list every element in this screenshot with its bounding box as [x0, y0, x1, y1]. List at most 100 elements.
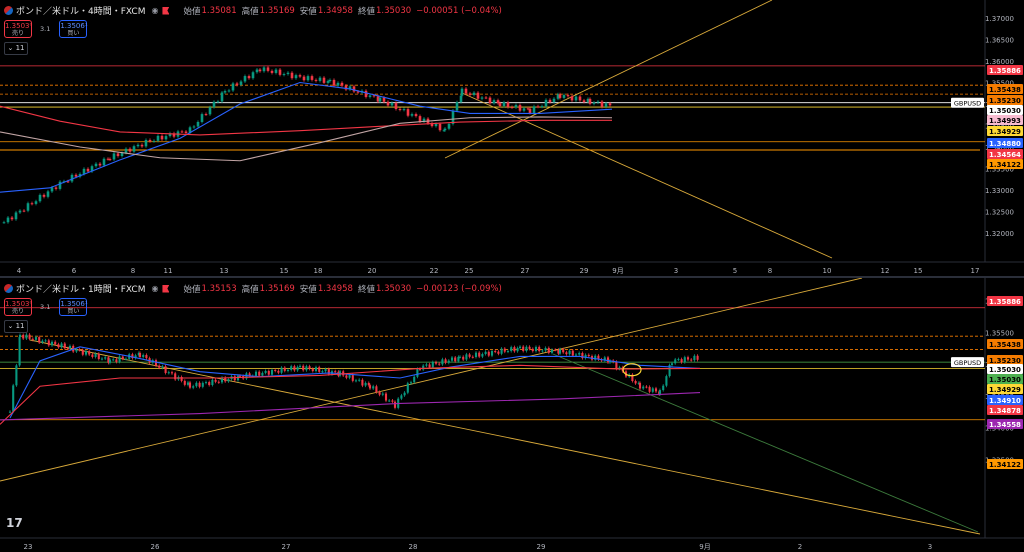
candle-body — [430, 123, 434, 127]
candle-body — [468, 354, 471, 357]
time-axis-label: 25 — [465, 267, 474, 275]
candle-body — [376, 96, 380, 102]
candle-body — [434, 123, 438, 127]
symbol-title[interactable]: ポンド／米ドル・1時間・FXCM — [16, 285, 146, 295]
price-axis-label: 1.36000 — [985, 58, 1014, 66]
price-axis-label: 1.35500 — [985, 80, 1014, 88]
sell-button[interactable]: 1.3503⁰ 売り — [4, 298, 32, 316]
candle-body — [372, 95, 376, 97]
candle-body — [410, 114, 414, 116]
eye-icon[interactable]: ◉ — [151, 284, 159, 293]
candle-body — [386, 101, 390, 106]
high-label: 高値 — [241, 6, 259, 17]
price-tag: 1.34880 — [989, 140, 1021, 148]
candle-body — [522, 108, 526, 111]
candle-body — [322, 77, 326, 83]
candle-body — [296, 366, 299, 371]
candle-body — [247, 76, 251, 79]
time-axis-label: 8 — [131, 267, 135, 275]
candle-body — [22, 210, 26, 212]
price-tag-bg — [987, 296, 1023, 306]
time-axis-label: 2 — [798, 543, 802, 551]
close-label: 終値 — [357, 284, 375, 295]
chart-canvas-1h[interactable]: 1.360001.355001.350001.345001.340001.335… — [0, 278, 1024, 552]
candle-body — [642, 386, 645, 389]
candle-body — [112, 153, 116, 160]
ticker-label: GBPUSD — [954, 359, 981, 367]
candle-body — [134, 355, 137, 359]
candle-body — [211, 379, 214, 386]
candle-body — [164, 136, 168, 140]
ma-long-line — [0, 392, 701, 421]
time-axis-label: 10 — [823, 267, 832, 275]
candle-body — [128, 148, 132, 152]
candle-body — [286, 72, 290, 75]
candle-body — [637, 382, 640, 384]
candle-body — [592, 102, 596, 104]
time-axis-label: 9月 — [699, 543, 710, 551]
candle-body — [468, 93, 472, 95]
flag-icon[interactable] — [162, 284, 170, 293]
trend-line — [444, 0, 773, 159]
buy-button[interactable]: 1.3506¹ 買い — [59, 298, 88, 316]
candle-body — [451, 110, 455, 124]
candle-body — [562, 349, 565, 353]
candle-body — [66, 348, 70, 350]
chart-canvas-4h[interactable]: 1.370001.365001.360001.355001.350001.345… — [0, 0, 1024, 276]
candle-body — [618, 367, 621, 369]
chart-pane-1h[interactable]: 1.360001.355001.350001.345001.340001.335… — [0, 278, 1024, 552]
candle-body — [565, 352, 568, 355]
candle-body — [680, 359, 683, 363]
time-axis-label: 6 — [72, 267, 77, 275]
candle-body — [488, 97, 492, 104]
chart-pane-4h[interactable]: 1.370001.365001.360001.355001.350001.345… — [0, 0, 1024, 276]
buy-price: 1.3506¹ — [60, 22, 88, 30]
candle-body — [674, 359, 677, 364]
candle-body — [596, 101, 600, 103]
tradingview-logo-icon[interactable]: 17 — [6, 516, 23, 530]
candle-body — [638, 382, 642, 389]
candle-body — [282, 74, 286, 76]
high-label: 高値 — [241, 284, 259, 295]
candle-body — [458, 356, 462, 358]
candle-body — [243, 76, 247, 82]
price-tag-bg — [987, 65, 1023, 75]
price-tag: 1.35886 — [989, 67, 1021, 75]
flag-icon[interactable] — [162, 6, 170, 15]
candle-body — [318, 367, 321, 372]
buy-button[interactable]: 1.3506¹ 買い — [59, 20, 88, 38]
candle-body — [94, 353, 97, 357]
candle-body — [63, 343, 66, 349]
candle-body — [514, 105, 518, 108]
price-tag-bg — [987, 126, 1023, 136]
candle-body — [90, 166, 94, 172]
candle-body — [584, 354, 587, 359]
candle-body — [416, 368, 419, 377]
candle-body — [142, 354, 145, 358]
sell-button[interactable]: 1.3503⁰ 売り — [4, 20, 32, 38]
price-axis-label: 1.33500 — [985, 166, 1014, 174]
candle-body — [496, 100, 500, 104]
indicators-toggle[interactable]: ⌄ 11 — [4, 320, 28, 333]
candle-body — [270, 70, 274, 73]
pane-divider[interactable] — [0, 276, 1024, 278]
candle-body — [651, 388, 654, 392]
indicators-toggle[interactable]: ⌄ 11 — [4, 42, 28, 55]
candle-body — [68, 345, 72, 349]
eye-icon[interactable]: ◉ — [151, 6, 159, 15]
candle-body — [431, 362, 434, 368]
candle-body — [502, 102, 506, 107]
candle-body — [74, 174, 78, 177]
symbol-title[interactable]: ポンド／米ドル・4時間・FXCM — [16, 7, 146, 17]
candle-body — [251, 72, 255, 79]
low-label: 安値 — [299, 284, 317, 295]
candle-body — [506, 102, 510, 108]
candle-body — [227, 90, 231, 92]
candle-body — [156, 135, 160, 141]
open-label: 始値 — [183, 284, 201, 295]
candle-body — [6, 217, 10, 223]
chevron-down-icon: ⌄ — [7, 44, 14, 52]
trade-buttons: 1.3503⁰ 売り 3.1 1.3506¹ 買い — [4, 298, 88, 316]
candle-body — [183, 380, 186, 385]
candle-body — [132, 146, 136, 152]
